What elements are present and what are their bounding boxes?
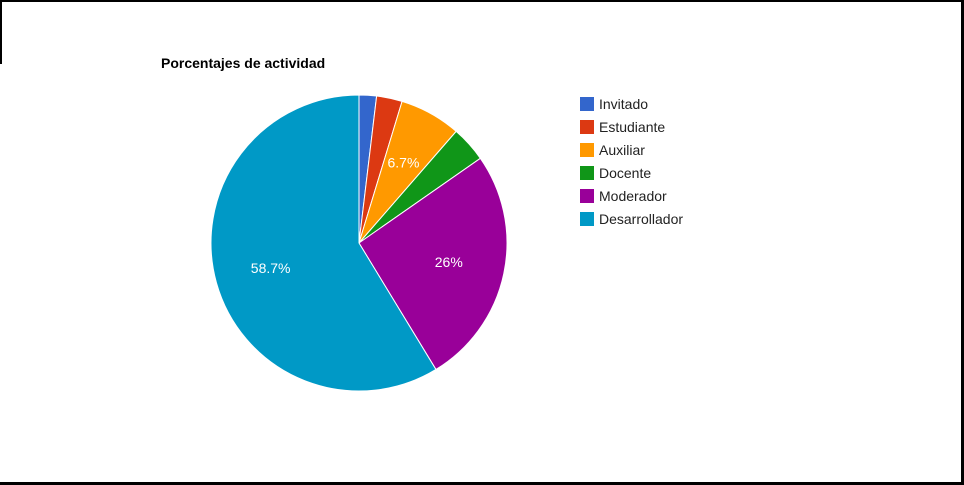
legend-label: Moderador <box>599 187 667 204</box>
chart-title: Porcentajes de actividad <box>161 55 326 71</box>
pie-slice-moderador[interactable] <box>358 157 508 371</box>
legend-label: Desarrollador <box>599 210 684 227</box>
chart-legend: Invitado Estudiante Auxiliar Docente Moderad… <box>580 92 683 230</box>
legend-swatch <box>580 119 594 134</box>
legend-label: Invitado <box>599 95 649 112</box>
slice-label-auxiliar: 6.7% <box>387 155 419 171</box>
legend-item-auxiliar[interactable]: Auxiliar <box>580 138 683 161</box>
legend-swatch <box>580 142 594 157</box>
legend-swatch <box>580 165 594 180</box>
slice-label-desarrollador: 58.7% <box>251 260 291 276</box>
frame-bottom-border <box>0 482 964 485</box>
legend-item-desarrollador[interactable]: Desarrollador <box>580 207 683 230</box>
legend-label: Estudiante <box>599 118 666 135</box>
frame-left-border <box>0 0 2 64</box>
frame-right-border <box>961 0 964 485</box>
slice-label-moderador: 26% <box>435 254 463 270</box>
legend-swatch <box>580 96 594 111</box>
legend-item-docente[interactable]: Docente <box>580 161 683 184</box>
legend-item-moderador[interactable]: Moderador <box>580 184 683 207</box>
pie-slice-desarrollador[interactable] <box>210 94 437 392</box>
legend-item-invitado[interactable]: Invitado <box>580 92 683 115</box>
legend-label: Docente <box>599 164 652 181</box>
frame-top-border <box>0 0 964 2</box>
legend-swatch <box>580 211 594 226</box>
legend-label: Auxiliar <box>599 141 645 158</box>
legend-swatch <box>580 188 594 203</box>
legend-item-estudiante[interactable]: Estudiante <box>580 115 683 138</box>
